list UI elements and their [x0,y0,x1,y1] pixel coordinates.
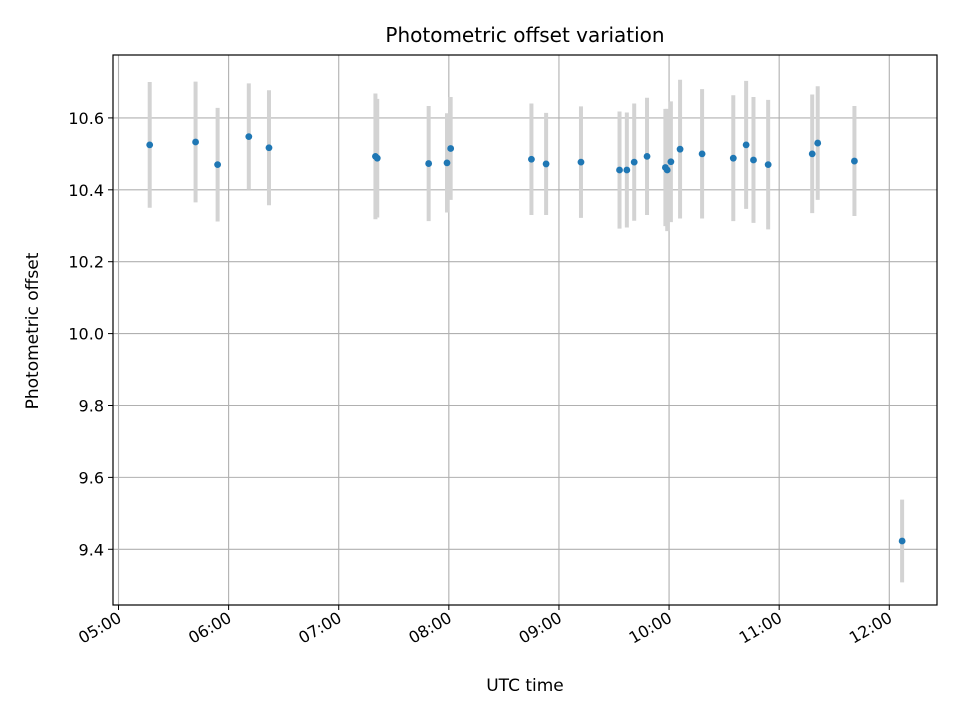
grid [113,55,937,605]
data-point [192,138,199,146]
data-point [630,158,638,166]
data-point [814,139,822,147]
chart-title: Photometric offset variation [385,23,664,47]
data-point [898,537,906,545]
data-point [808,150,816,158]
data-points [146,133,906,545]
y-tick-label: 10.0 [68,325,104,344]
x-axis-label: UTC time [486,676,564,696]
y-axis-ticks: 9.4 9.6 9.8 10.0 10.2 10.4 10.6 [68,109,113,559]
data-point [447,145,455,152]
data-point [528,155,535,163]
data-point [643,152,651,160]
y-tick-label: 9.4 [79,540,104,559]
y-tick-label: 9.8 [79,396,104,415]
data-point [373,154,381,162]
y-axis-label: Photometric offset [23,252,43,409]
data-point [146,141,154,149]
data-point [425,160,433,167]
plot-area-frame [112,54,938,606]
data-point [750,156,757,164]
data-point [742,141,750,149]
data-point [764,161,772,169]
data-point [623,166,631,174]
data-point [245,133,253,141]
y-tick-label: 10.4 [68,181,104,200]
y-tick-label: 10.2 [68,253,104,272]
data-point [851,157,858,165]
data-point [616,166,623,174]
data-point [663,166,671,174]
y-tick-label: 9.6 [79,468,104,487]
y-tick-label: 10.6 [68,109,104,128]
data-point [542,160,550,168]
data-point [577,158,585,166]
data-point [729,154,737,162]
data-point [667,158,675,166]
data-point [698,150,706,158]
data-point [214,161,222,169]
data-point [676,145,684,153]
data-point [443,159,451,167]
data-point [265,144,273,152]
